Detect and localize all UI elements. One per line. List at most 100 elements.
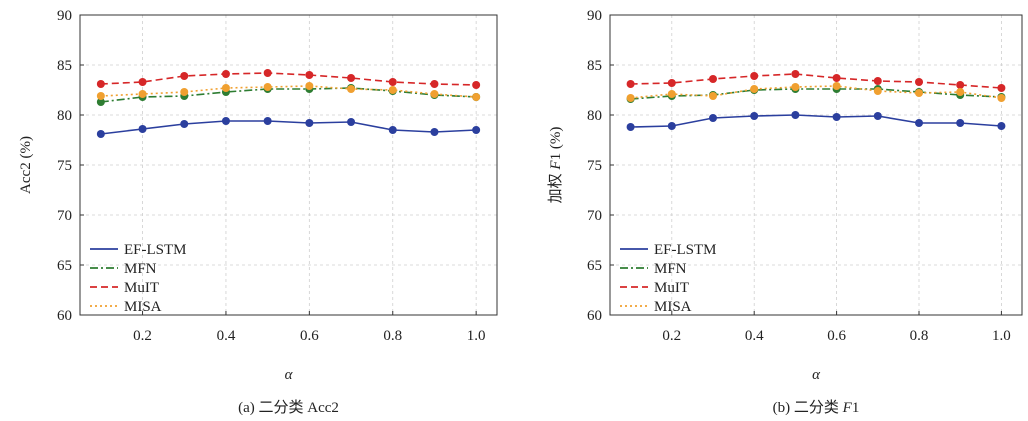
x-tick-label: 0.2 (662, 328, 681, 344)
chart-caption: (b) 二分类 F1 (773, 399, 860, 416)
data-point (956, 119, 965, 127)
data-point (832, 74, 841, 82)
series-misa (626, 82, 1006, 102)
data-point (915, 78, 923, 86)
data-point (138, 125, 147, 133)
legend-label: MFN (654, 261, 687, 277)
data-point (96, 92, 105, 100)
series-line (100, 120, 477, 135)
data-point (96, 80, 105, 88)
x-axis-label: α (812, 367, 821, 383)
y-tick-label: 70 (587, 208, 602, 224)
data-point (347, 74, 356, 82)
series-mfn (626, 85, 1006, 103)
data-point (96, 130, 105, 138)
x-tick-label: 1.0 (467, 328, 486, 344)
data-point (96, 98, 105, 106)
series-line (100, 87, 477, 103)
data-point (750, 72, 759, 80)
y-tick-label: 75 (57, 158, 72, 174)
data-point (388, 126, 397, 134)
data-point (430, 128, 439, 136)
x-tick-label: 1.0 (992, 328, 1011, 344)
y-tick-label: 80 (587, 108, 602, 124)
x-tick-label: 0.4 (745, 328, 764, 344)
legend-label: MuIT (124, 280, 159, 296)
y-axis-label: Acc2 (%) (18, 136, 34, 194)
x-tick-label: 0.2 (133, 328, 152, 344)
legend-label: MISA (124, 299, 162, 315)
chart-caption: (a) 二分类 Acc2 (238, 399, 339, 416)
data-point (667, 90, 676, 98)
series-muit (626, 70, 1006, 92)
legend-label: EF-LSTM (124, 242, 187, 258)
legend: EF-LSTM MFN MuIT MISA (620, 242, 717, 315)
series-line (630, 88, 1002, 100)
series-ef-lstm (626, 111, 1006, 131)
series-muit (96, 69, 481, 89)
data-point (709, 92, 717, 100)
y-tick-label: 85 (57, 58, 72, 74)
data-point (956, 88, 965, 96)
data-point (221, 84, 230, 92)
data-point (997, 84, 1006, 92)
data-point (832, 82, 841, 90)
data-point (750, 85, 759, 93)
data-point (430, 80, 439, 88)
data-point (305, 119, 314, 127)
series-line (630, 114, 1002, 128)
series-line (630, 73, 1002, 89)
x-tick-label: 0.8 (910, 328, 929, 344)
data-point (956, 81, 965, 89)
data-point (472, 126, 481, 134)
data-point (791, 83, 800, 91)
data-point (388, 86, 397, 94)
y-tick-label: 80 (57, 108, 72, 124)
data-point (263, 69, 272, 77)
data-point (997, 122, 1006, 130)
data-point (997, 94, 1006, 102)
data-point (263, 83, 272, 91)
x-tick-label: 0.8 (383, 328, 402, 344)
data-point (305, 71, 314, 79)
series-line (100, 85, 477, 98)
data-point (472, 81, 481, 89)
legend-label: MFN (124, 261, 157, 277)
data-point (873, 87, 882, 95)
legend-label: MuIT (654, 280, 689, 296)
data-point (430, 90, 439, 98)
series-ef-lstm (96, 117, 481, 138)
legend-label: EF-LSTM (654, 242, 717, 258)
data-point (138, 78, 147, 86)
x-tick-label: 0.4 (217, 328, 236, 344)
y-tick-label: 65 (587, 258, 602, 274)
y-tick-label: 75 (587, 158, 602, 174)
data-point (305, 82, 314, 90)
data-point (626, 123, 635, 131)
data-point (472, 93, 481, 101)
y-tick-label: 65 (57, 258, 72, 274)
y-tick-label: 60 (587, 308, 602, 324)
series-line (100, 72, 477, 86)
series-line (630, 85, 1002, 99)
legend: EF-LSTM MFN MuIT MISA (90, 242, 187, 315)
data-point (180, 88, 189, 96)
data-point (709, 75, 717, 83)
data-point (347, 85, 356, 93)
data-point (667, 79, 676, 87)
y-tick-label: 85 (587, 58, 602, 74)
data-point (873, 112, 882, 120)
data-point (180, 72, 189, 80)
data-point (750, 112, 759, 120)
data-point (221, 70, 230, 78)
legend-label: MISA (654, 299, 692, 315)
data-point (626, 80, 635, 88)
series-mfn (96, 84, 481, 106)
data-point (915, 89, 923, 97)
data-point (709, 114, 717, 122)
data-point (626, 94, 635, 102)
data-point (791, 111, 800, 119)
data-point (915, 119, 923, 127)
data-point (180, 120, 189, 128)
